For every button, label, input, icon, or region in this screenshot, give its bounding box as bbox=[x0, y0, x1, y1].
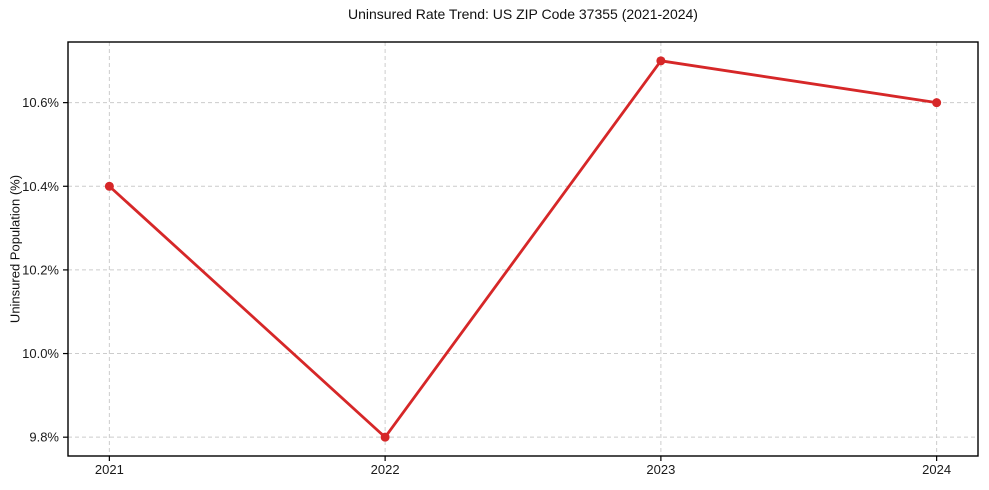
y-tick-label: 10.2% bbox=[22, 262, 59, 277]
x-tick-label: 2022 bbox=[371, 462, 400, 477]
y-tick-label: 10.6% bbox=[22, 95, 59, 110]
data-point bbox=[656, 56, 666, 66]
chart-title: Uninsured Rate Trend: US ZIP Code 37355 … bbox=[348, 6, 698, 22]
x-tick-label: 2023 bbox=[646, 462, 675, 477]
trend-line bbox=[107, 59, 939, 439]
y-tick-label: 10.0% bbox=[22, 346, 59, 361]
data-point bbox=[380, 432, 390, 442]
x-tick-label: 2021 bbox=[95, 462, 124, 477]
data-point bbox=[104, 181, 114, 191]
axes-frame bbox=[67, 41, 979, 457]
x-tick-label: 2024 bbox=[922, 462, 951, 477]
y-tick-label: 9.8% bbox=[29, 430, 59, 445]
y-tick-label: 10.4% bbox=[22, 179, 59, 194]
y-axis-label: Uninsured Population (%) bbox=[7, 174, 23, 324]
data-point bbox=[932, 98, 942, 108]
